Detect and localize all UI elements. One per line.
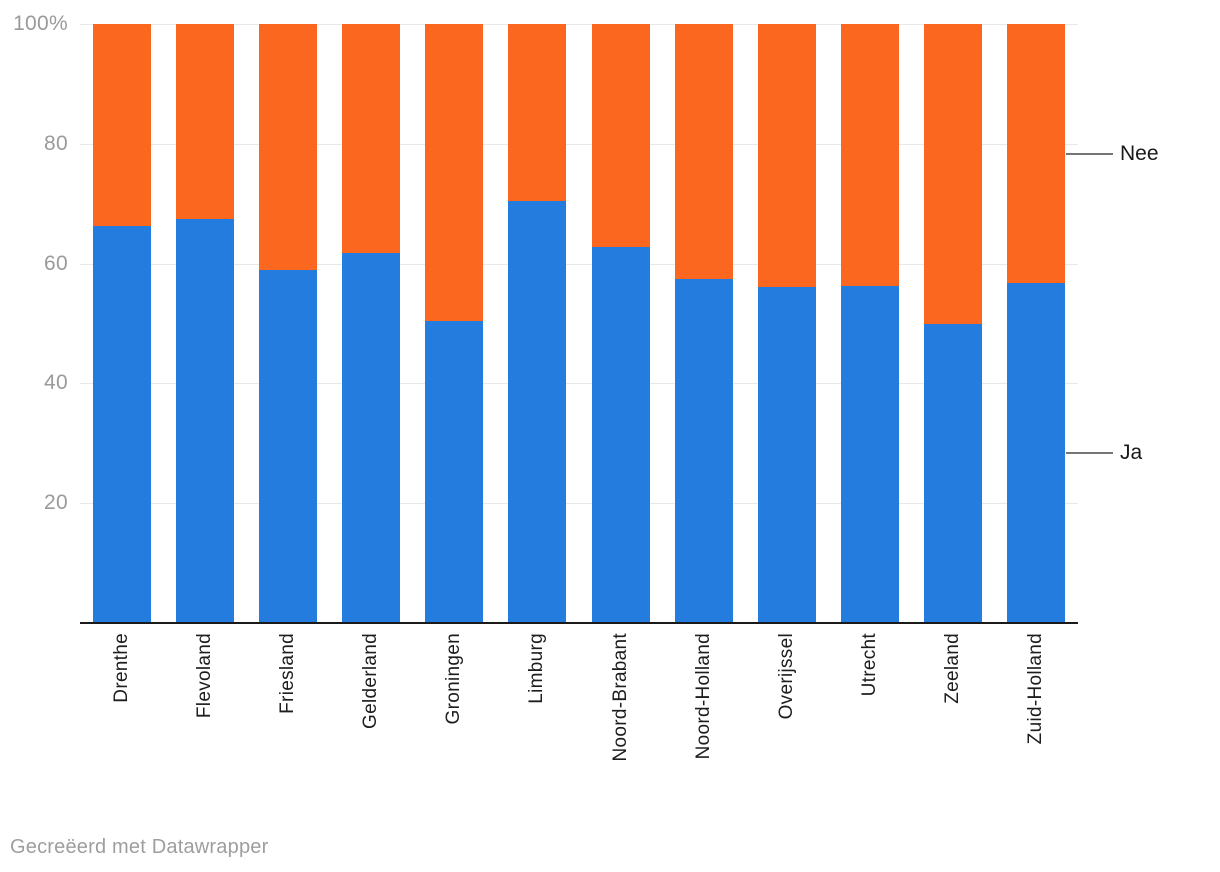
x-category-label-utrecht: Utrecht (859, 633, 880, 697)
x-category-label-drenthe: Drenthe (111, 633, 132, 703)
y-tick-label-100: 100% (13, 12, 68, 35)
bar-segment-ja-overijssel[interactable] (758, 287, 816, 623)
gridline-20 (80, 503, 1078, 504)
legend-line-nee (1066, 153, 1113, 155)
legend-label-nee: Nee (1120, 142, 1159, 165)
bar-segment-ja-utrecht[interactable] (841, 286, 899, 623)
bar-segment-nee-limburg[interactable] (508, 24, 566, 201)
gridline-40 (80, 383, 1078, 384)
x-category-label-groningen: Groningen (443, 633, 464, 725)
x-category-label-noord-brabant: Noord-Brabant (610, 633, 631, 762)
y-tick-label-20: 20 (44, 491, 68, 514)
x-category-label-friesland: Friesland (277, 633, 298, 714)
x-category-label-zuid-holland: Zuid-Holland (1025, 633, 1046, 745)
y-tick-label-60: 60 (44, 252, 68, 275)
gridline-100 (80, 24, 1078, 25)
legend-label-ja: Ja (1120, 441, 1143, 464)
bar-segment-ja-drenthe[interactable] (93, 226, 151, 623)
bar-segment-nee-flevoland[interactable] (176, 24, 234, 219)
x-axis-line (80, 622, 1078, 624)
bar-segment-nee-friesland[interactable] (259, 24, 317, 270)
bar-segment-ja-friesland[interactable] (259, 270, 317, 623)
gridline-60 (80, 264, 1078, 265)
bar-segment-ja-limburg[interactable] (508, 201, 566, 623)
bar-segment-nee-drenthe[interactable] (93, 24, 151, 226)
x-category-label-zeeland: Zeeland (942, 633, 963, 704)
y-tick-label-40: 40 (44, 371, 68, 394)
bar-segment-nee-noord-brabant[interactable] (592, 24, 650, 247)
x-category-label-overijssel: Overijssel (776, 633, 797, 720)
x-category-label-flevoland: Flevoland (194, 633, 215, 719)
gridline-80 (80, 144, 1078, 145)
bar-segment-ja-zeeland[interactable] (924, 324, 982, 623)
bar-segment-nee-noord-holland[interactable] (675, 24, 733, 279)
bar-segment-ja-zuid-holland[interactable] (1007, 283, 1065, 623)
bar-segment-nee-zeeland[interactable] (924, 24, 982, 324)
bar-segment-ja-gelderland[interactable] (342, 253, 400, 623)
bar-segment-nee-utrecht[interactable] (841, 24, 899, 286)
x-category-label-gelderland: Gelderland (360, 633, 381, 729)
bar-segment-ja-noord-brabant[interactable] (592, 247, 650, 623)
x-category-label-limburg: Limburg (526, 633, 547, 704)
bar-segment-nee-zuid-holland[interactable] (1007, 24, 1065, 283)
x-category-label-noord-holland: Noord-Holland (693, 633, 714, 760)
bar-segment-nee-groningen[interactable] (425, 24, 483, 321)
datawrapper-credit-link[interactable]: Gecreëerd met Datawrapper (10, 836, 269, 858)
bar-segment-ja-groningen[interactable] (425, 321, 483, 623)
bar-segment-nee-overijssel[interactable] (758, 24, 816, 287)
bar-segment-ja-flevoland[interactable] (176, 219, 234, 623)
bar-segment-nee-gelderland[interactable] (342, 24, 400, 253)
bar-segment-ja-noord-holland[interactable] (675, 279, 733, 623)
y-tick-label-80: 80 (44, 132, 68, 155)
legend-line-ja (1066, 452, 1113, 454)
